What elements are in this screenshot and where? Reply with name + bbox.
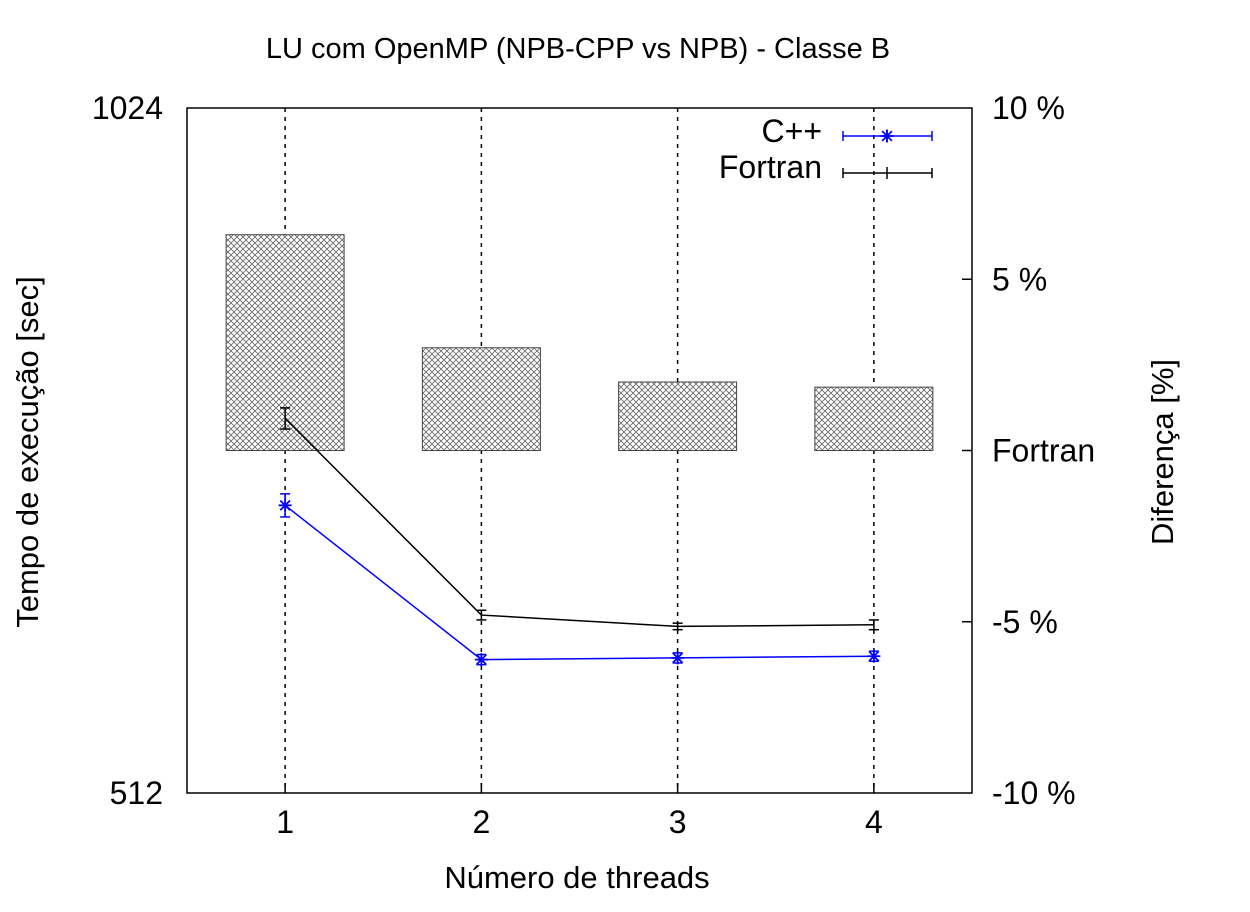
y-axis-label: Tempo de execução [sec]: [10, 276, 45, 628]
series-line-fortran: [284, 417, 874, 628]
y2-tick-label: Fortran: [992, 433, 1095, 469]
x-tick-label: 1: [276, 804, 294, 840]
y-tick-label: 512: [110, 775, 163, 811]
series-lines: [278, 407, 881, 667]
legend-star: [880, 129, 894, 143]
y2-axis-label: Diferença [%]: [1145, 359, 1180, 545]
difference-bar: [618, 381, 738, 451]
vertical-grid: [284, 108, 875, 793]
legend: C++ Fortran: [719, 113, 933, 185]
data-point: [278, 498, 292, 512]
series-line-cpp: [284, 504, 874, 661]
data-point: [867, 649, 881, 663]
y2-tick-label: 5 %: [992, 261, 1047, 297]
difference-bars: [225, 234, 934, 452]
x-tick-label: 2: [472, 804, 490, 840]
data-point: [474, 653, 488, 667]
x-tick-label: 3: [669, 804, 687, 840]
x-axis-label: Número de threads: [444, 860, 709, 895]
legend-label-cpp: C++: [762, 113, 822, 149]
y2-tick-label: 10 %: [992, 90, 1065, 126]
y2-tick-label: -5 %: [992, 604, 1058, 640]
y-axis-ticks: 1024 512: [92, 90, 163, 811]
y2-tick-label: -10 %: [992, 775, 1076, 811]
legend-marker-fortran: [842, 167, 933, 179]
x-tick-label: 4: [865, 804, 883, 840]
x-axis-ticks: 1 2 3 4: [276, 783, 883, 840]
y-tick-label: 1024: [92, 90, 163, 126]
y2-axis-ticks: 10 % 5 % Fortran -5 % -10 %: [962, 90, 1095, 811]
difference-bar: [814, 386, 934, 452]
legend-label-fortran: Fortran: [719, 149, 822, 185]
difference-bar: [421, 347, 541, 451]
data-point: [671, 651, 685, 665]
legend-marker-cpp: [842, 129, 933, 143]
chart-title: LU com OpenMP (NPB-CPP vs NPB) - Classe …: [266, 33, 890, 65]
